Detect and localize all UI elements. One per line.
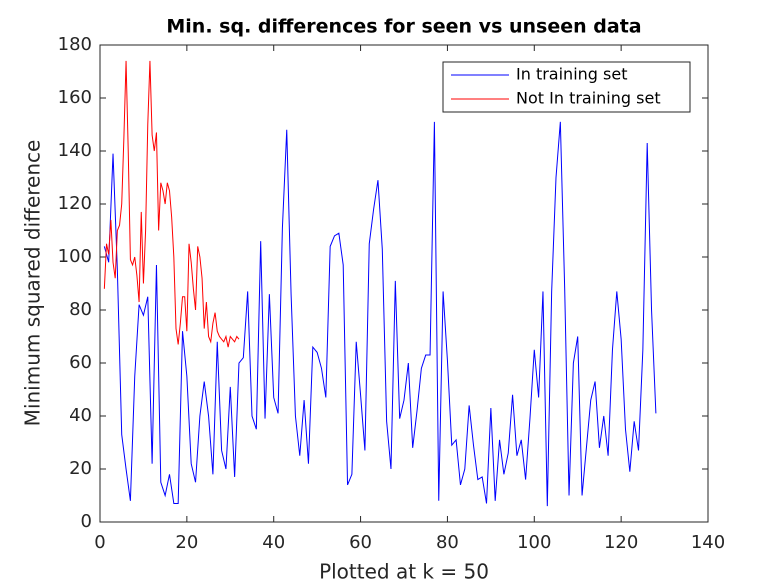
y-axis-label: Minimum squared difference: [21, 140, 45, 427]
x-tick-label: 20: [175, 532, 198, 553]
x-axis-label: Plotted at k = 50: [319, 560, 489, 584]
x-tick-label: 40: [262, 532, 285, 553]
y-tick-label: 60: [69, 352, 92, 373]
y-tick-label: 140: [58, 140, 92, 161]
y-tick-label: 40: [69, 405, 92, 426]
legend-label: Not In training set: [516, 89, 661, 108]
x-tick-label: 80: [436, 532, 459, 553]
plot-frame: [99, 44, 709, 523]
y-tick-label: 0: [81, 511, 92, 532]
chart-title: Min. sq. differences for seen vs unseen …: [166, 16, 641, 38]
y-tick-label: 80: [69, 299, 92, 320]
x-tick-label: 0: [94, 532, 105, 553]
y-tick-label: 180: [58, 34, 92, 55]
y-tick-label: 120: [58, 193, 92, 214]
y-tick-label: 100: [58, 246, 92, 267]
legend-box: [442, 61, 691, 113]
x-tick-label: 120: [604, 532, 638, 553]
series-line: [103, 60, 240, 348]
x-tick-label: 60: [349, 532, 372, 553]
x-tick-label: 140: [691, 532, 725, 553]
y-tick-label: 160: [58, 87, 92, 108]
legend-label: In training set: [516, 65, 627, 84]
series-line: [103, 121, 657, 507]
y-tick-label: 20: [69, 458, 92, 479]
x-tick-label: 100: [517, 532, 551, 553]
